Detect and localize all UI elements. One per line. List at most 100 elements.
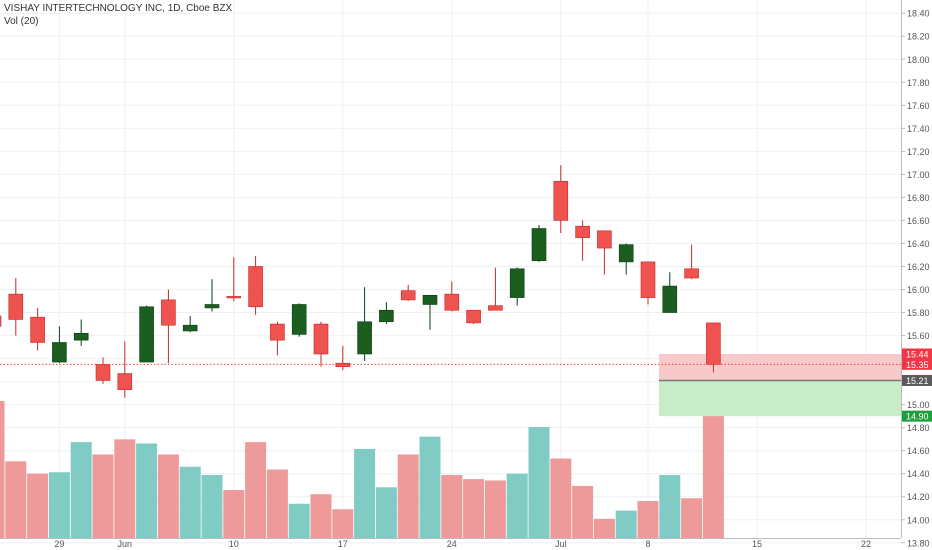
volume-bar: [157, 454, 179, 538]
price-tick-label: 17.40: [907, 124, 930, 134]
volume-bar: [702, 411, 724, 538]
candle-body: [357, 321, 372, 355]
volume-bar: [114, 439, 136, 538]
price-tick-label: 15.80: [907, 308, 930, 318]
volume-bar: [0, 401, 5, 538]
stop-loss-zone: [659, 353, 901, 381]
price-label-entry: [902, 374, 932, 386]
price-tick-label: 18.20: [907, 32, 930, 42]
candle-body: [466, 309, 481, 324]
candle-body: [161, 299, 176, 326]
price-tick-label: 17.00: [907, 170, 930, 180]
candle-body: [248, 266, 263, 308]
price-label-last: [902, 358, 932, 370]
volume-bar: [484, 480, 506, 538]
volume-bar: [528, 427, 550, 538]
volume-bar: [223, 490, 245, 538]
volume-bar: [288, 503, 310, 538]
price-tick-label: 18.40: [907, 9, 930, 19]
candle-body: [400, 290, 416, 301]
price-tick-label: 14.00: [907, 515, 930, 525]
candle-body: [379, 309, 394, 323]
candle-body: [52, 342, 67, 363]
price-label-text-stop: 15.44: [906, 349, 929, 359]
price-tick-label: 16.00: [907, 285, 930, 295]
volume-bar: [310, 494, 332, 538]
candles: [0, 165, 721, 398]
price-tick-label: 13.80: [907, 538, 930, 548]
candle-body: [139, 306, 154, 363]
candle-body: [618, 244, 634, 263]
price-tick-label: 14.60: [907, 446, 930, 456]
price-tick-label: 16.80: [907, 193, 930, 203]
volume-bar: [615, 510, 637, 538]
candle-body: [182, 324, 198, 332]
volume-bar: [5, 461, 27, 538]
volume-bar: [201, 474, 223, 538]
price-label-text-last: 15.35: [906, 360, 929, 370]
volume-bars: [0, 401, 724, 538]
volume-bar: [375, 487, 397, 538]
volume-bar: [397, 454, 419, 538]
price-tick-label: 17.20: [907, 147, 930, 157]
volume-bar: [593, 518, 615, 538]
price-label-target: [902, 410, 932, 422]
candle-body: [553, 180, 569, 221]
volume-bar: [681, 498, 703, 538]
candle-body: [422, 294, 438, 305]
symbol-legend[interactable]: VISHAY INTERTECHNOLOGY INC, 1D, Cboe BZX: [4, 3, 233, 14]
candle-body: [444, 293, 460, 311]
volume-bar: [659, 474, 681, 538]
volume-bar: [463, 479, 485, 538]
volume-bar: [637, 501, 659, 538]
volume-bar: [419, 436, 441, 538]
candle-body: [117, 373, 133, 390]
volume-bar: [266, 469, 288, 538]
candle-body: [73, 332, 89, 341]
time-tick-label: Jul: [555, 539, 567, 549]
profit-target-zone: [659, 380, 901, 417]
time-tick-label: 8: [645, 539, 650, 549]
price-tick-label: 16.40: [907, 239, 930, 249]
volume-bar: [92, 454, 114, 538]
candle-body: [226, 296, 242, 299]
candle-body: [662, 285, 678, 313]
candle-body: [270, 323, 285, 341]
candle-body: [204, 304, 220, 309]
time-tick-label: 17: [338, 539, 348, 549]
time-tick-label: 15: [752, 539, 762, 549]
price-tick-label: 16.20: [907, 262, 930, 272]
volume-legend[interactable]: Vol (20): [4, 16, 39, 27]
price-tick-label: 14.80: [907, 423, 930, 433]
volume-bar: [136, 443, 158, 538]
volume-bar: [354, 448, 376, 538]
candle-body: [0, 315, 2, 327]
volume-bar: [70, 442, 92, 538]
grid-lines: [0, 0, 901, 544]
price-tick-label: 17.80: [907, 78, 930, 88]
risk-reward-zone[interactable]: [659, 353, 901, 417]
candle-body: [597, 230, 612, 249]
volume-bar: [441, 474, 463, 538]
price-tick-label: 16.60: [907, 216, 930, 226]
candle-body: [30, 316, 45, 343]
time-tick-label: 22: [861, 539, 871, 549]
volume-bar: [48, 472, 70, 538]
volume-bar: [27, 473, 49, 538]
time-tick-label: 24: [447, 539, 457, 549]
candle-body: [8, 293, 24, 320]
candle-body: [291, 304, 307, 335]
volume-bar: [179, 466, 201, 538]
price-label-text-entry: 15.21: [906, 376, 929, 386]
price-label-stop: [902, 348, 932, 360]
candle-body: [488, 305, 503, 311]
volume-bar: [550, 458, 572, 538]
candle-body: [706, 322, 721, 365]
time-tick-label: 29: [54, 539, 64, 549]
price-label-text-target: 14.90: [906, 412, 929, 422]
volume-bar: [572, 485, 594, 538]
time-tick-label: Jun: [118, 539, 133, 549]
